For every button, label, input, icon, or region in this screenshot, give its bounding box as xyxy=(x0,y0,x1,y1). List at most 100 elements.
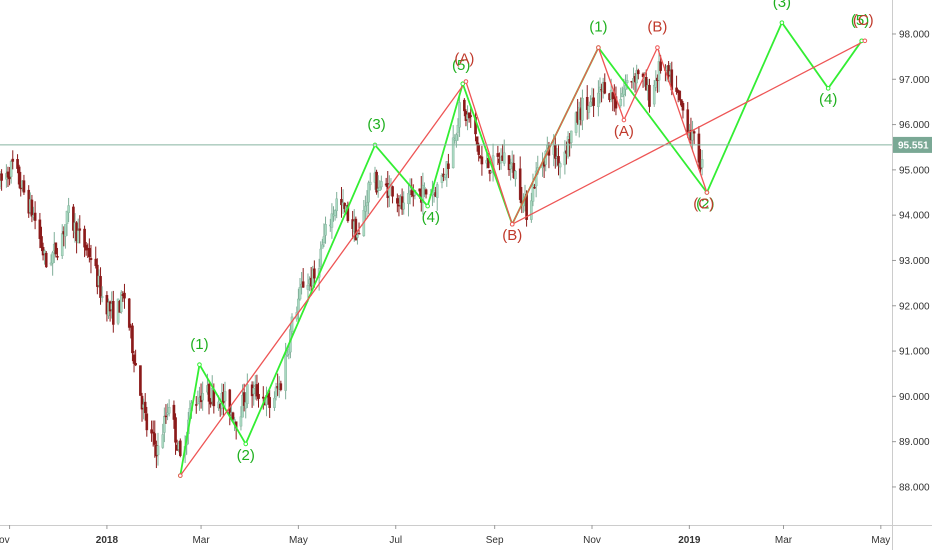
candle xyxy=(502,139,506,167)
wave-point xyxy=(463,79,469,84)
wave-label: (2) xyxy=(696,195,714,212)
candle xyxy=(0,169,3,191)
candle xyxy=(400,188,404,215)
candle xyxy=(558,161,562,179)
candle xyxy=(592,88,595,117)
candle xyxy=(396,193,399,213)
candle xyxy=(581,89,584,131)
candle xyxy=(692,130,696,145)
y-tick-label: 94.000 xyxy=(899,211,930,222)
x-tick-label: Mar xyxy=(192,535,210,546)
candle xyxy=(585,85,589,120)
candle xyxy=(652,79,656,107)
y-tick-label: 89.000 xyxy=(899,437,930,448)
current-price-tag: 95.551 xyxy=(893,136,932,153)
candle xyxy=(346,201,350,223)
candle xyxy=(569,130,573,149)
candle xyxy=(239,406,243,431)
y-tick-label: 91.000 xyxy=(899,347,930,358)
wave-label: (3) xyxy=(367,116,385,133)
candle xyxy=(145,406,149,437)
y-tick-label: 92.000 xyxy=(899,301,930,312)
y-tick-label: 97.000 xyxy=(899,75,930,86)
y-tick-label: 95.000 xyxy=(899,165,930,176)
candle xyxy=(375,169,378,195)
candle xyxy=(597,80,600,117)
candle xyxy=(380,175,383,190)
candle xyxy=(22,174,26,195)
candle xyxy=(156,432,160,466)
candle xyxy=(64,224,67,249)
candle xyxy=(54,242,58,258)
candle xyxy=(635,64,638,93)
wave-point xyxy=(425,203,430,209)
candle xyxy=(290,313,294,336)
candle xyxy=(557,144,560,176)
candle xyxy=(447,153,450,179)
candle xyxy=(246,373,249,409)
candle xyxy=(89,244,93,274)
candle xyxy=(194,396,198,414)
candle xyxy=(127,298,131,331)
candle xyxy=(134,349,137,367)
candle xyxy=(9,159,13,184)
candle xyxy=(56,247,59,261)
candle xyxy=(362,200,366,237)
candle xyxy=(619,87,623,108)
candle xyxy=(534,162,538,198)
wave-point xyxy=(460,81,466,87)
candle xyxy=(44,251,48,268)
candle xyxy=(174,413,177,455)
candle xyxy=(368,172,372,191)
candle xyxy=(636,68,640,80)
wave-label: (5) xyxy=(851,12,869,29)
candle xyxy=(179,438,182,458)
candle xyxy=(273,391,276,411)
candle xyxy=(587,105,591,119)
candle xyxy=(11,150,15,170)
candle xyxy=(435,182,439,211)
candle xyxy=(83,225,86,258)
candle xyxy=(60,224,64,259)
candle xyxy=(78,215,82,244)
candle xyxy=(67,197,70,223)
candle xyxy=(100,286,104,303)
candle xyxy=(250,381,254,408)
wave-point xyxy=(655,45,660,50)
x-axis: ov 2018 Mar May Jul Sep Nov 2019 Mar May xyxy=(0,525,932,546)
wave-point xyxy=(862,38,868,44)
wave-point xyxy=(596,45,601,50)
candle xyxy=(16,154,19,174)
wave-label: (1) xyxy=(589,19,607,36)
wave-label: (2) xyxy=(237,447,255,464)
candle xyxy=(301,268,305,288)
candle xyxy=(298,277,302,301)
x-tick-label: Mar xyxy=(775,535,793,546)
candle xyxy=(554,135,557,169)
wave-label: (1) xyxy=(190,336,208,353)
x-tick-label: 2018 xyxy=(96,535,119,546)
wave-label: (5) xyxy=(452,57,470,74)
wave-line xyxy=(511,40,866,225)
wave-point xyxy=(243,441,249,447)
candle xyxy=(681,101,685,119)
candle xyxy=(388,175,391,208)
candle xyxy=(324,216,327,244)
candle xyxy=(467,112,471,123)
x-tick-label: 2019 xyxy=(678,535,701,546)
candle xyxy=(265,386,268,417)
candle xyxy=(700,149,704,176)
candle xyxy=(451,125,455,169)
candle xyxy=(530,192,533,223)
wave-labels: (1)(2)(3)(4)(5)(A)(B)(1)(A)(B)(2)(C)(3)(… xyxy=(190,0,873,464)
x-tick-label: May xyxy=(289,535,308,546)
candle xyxy=(33,201,37,230)
candle xyxy=(123,283,126,309)
wave-point xyxy=(621,117,627,123)
candle xyxy=(131,322,134,362)
price-tag-box xyxy=(893,136,932,153)
candle xyxy=(531,173,535,207)
candle xyxy=(201,381,204,411)
y-tick-label: 90.000 xyxy=(899,392,930,403)
